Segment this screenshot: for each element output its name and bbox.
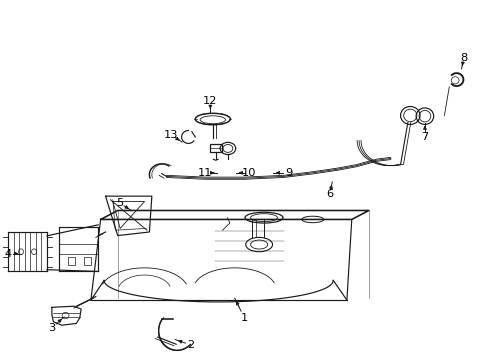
Text: 5: 5: [116, 198, 123, 208]
Text: 4: 4: [4, 248, 12, 258]
Text: 6: 6: [325, 189, 333, 199]
Bar: [83, 257, 91, 265]
Text: 2: 2: [187, 340, 194, 350]
Text: 1: 1: [241, 313, 247, 323]
Text: 11: 11: [198, 168, 212, 178]
Text: 3: 3: [48, 323, 56, 333]
Text: 7: 7: [421, 132, 427, 142]
Bar: [68, 257, 75, 265]
Text: 10: 10: [242, 168, 256, 178]
Text: 9: 9: [284, 168, 291, 178]
Text: 8: 8: [459, 53, 467, 63]
Text: 13: 13: [164, 130, 178, 140]
Text: 12: 12: [203, 96, 217, 106]
